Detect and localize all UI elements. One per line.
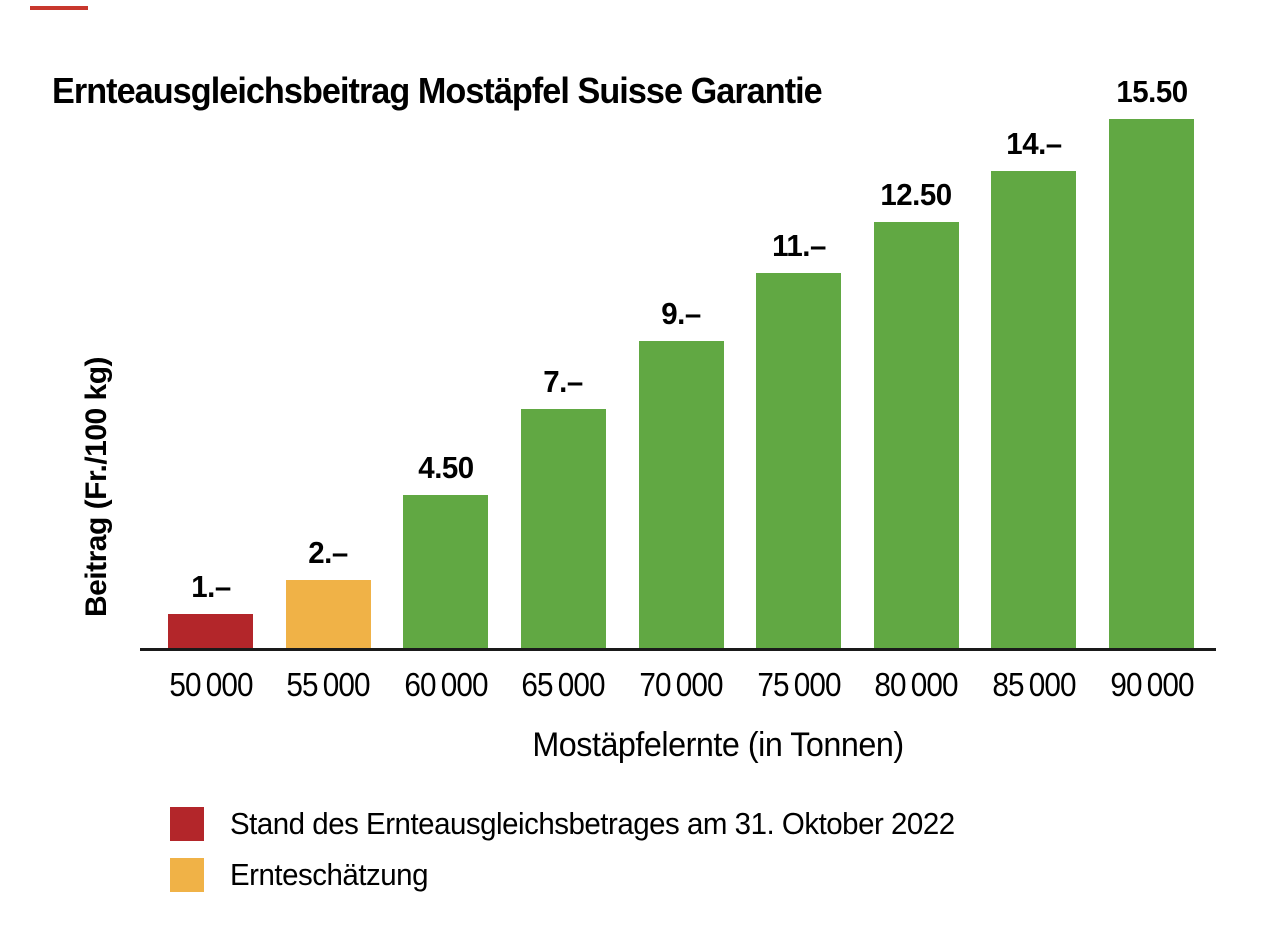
x-tick-label: 70 000: [639, 666, 723, 703]
bar-value-label: 9.–: [661, 296, 701, 332]
bar-group-60000: 4.50: [403, 95, 489, 648]
legend: Stand des Ernteausgleichsbetrages am 31.…: [170, 806, 993, 893]
bar: [168, 613, 253, 648]
x-tick-label: 80 000: [874, 666, 959, 703]
x-tick-label: 85 000: [992, 666, 1076, 703]
bar-value-label: 11.–: [771, 227, 826, 263]
x-tick-label: 65 000: [521, 666, 606, 703]
bar: [520, 409, 606, 648]
bar-value-label: 4.50: [418, 449, 474, 485]
accent-dash: [30, 6, 88, 10]
x-axis-title: Mostäpfelernte (in Tonnen): [532, 726, 904, 764]
legend-label: Ernteschätzung: [230, 857, 429, 892]
bar-group-80000: 12.50: [873, 95, 959, 648]
legend-label: Stand des Ernteausgleichsbetrages am 31.…: [230, 806, 955, 841]
bar-value-label: 15.50: [1115, 74, 1188, 110]
bar-value-label: 12.50: [880, 176, 953, 212]
x-tick-label: 75 000: [757, 666, 841, 703]
plot-area: 1.– 2.– 4.50 7.– 9.– 11.– 12.50 14.– 15.50: [140, 74, 1216, 648]
x-tick-label: 60 000: [404, 666, 488, 703]
bar: [756, 272, 842, 648]
x-tick-label: 90 000: [1109, 666, 1194, 703]
legend-item: Ernteschätzung: [170, 857, 993, 893]
bar: [873, 221, 959, 648]
legend-swatch: [170, 807, 204, 841]
bar-group-85000: 14.–: [991, 95, 1077, 648]
bar-value-label: 2.–: [308, 534, 348, 570]
bar-group-90000: 15.50: [1109, 74, 1194, 648]
y-axis-label: Beitrag (Fr./100 kg): [80, 356, 113, 618]
x-tick-label: 50 000: [168, 666, 253, 703]
x-axis-line: [140, 648, 1216, 651]
bar-group-70000: 9.–: [638, 95, 724, 648]
bar: [285, 579, 371, 648]
bar-group-75000: 11.–: [756, 95, 842, 648]
bar: [403, 494, 489, 648]
bar-value-label: 1.–: [190, 568, 231, 604]
x-tick-label: 55 000: [286, 666, 371, 703]
chart-title: Ernteausgleichsbeitrag Mostäpfel Suisse …: [52, 70, 823, 111]
bar-value-label: 14.–: [1006, 125, 1062, 161]
bar-group-50000: 1.–: [168, 95, 253, 648]
bar-value-label: 7.–: [543, 364, 584, 400]
bar: [1109, 119, 1194, 648]
bar: [991, 170, 1077, 648]
bar-group-55000: 2.–: [285, 95, 371, 648]
bar: [638, 341, 724, 648]
legend-swatch: [170, 858, 204, 892]
legend-item: Stand des Ernteausgleichsbetrages am 31.…: [170, 806, 993, 842]
bar-group-65000: 7.–: [520, 95, 606, 648]
